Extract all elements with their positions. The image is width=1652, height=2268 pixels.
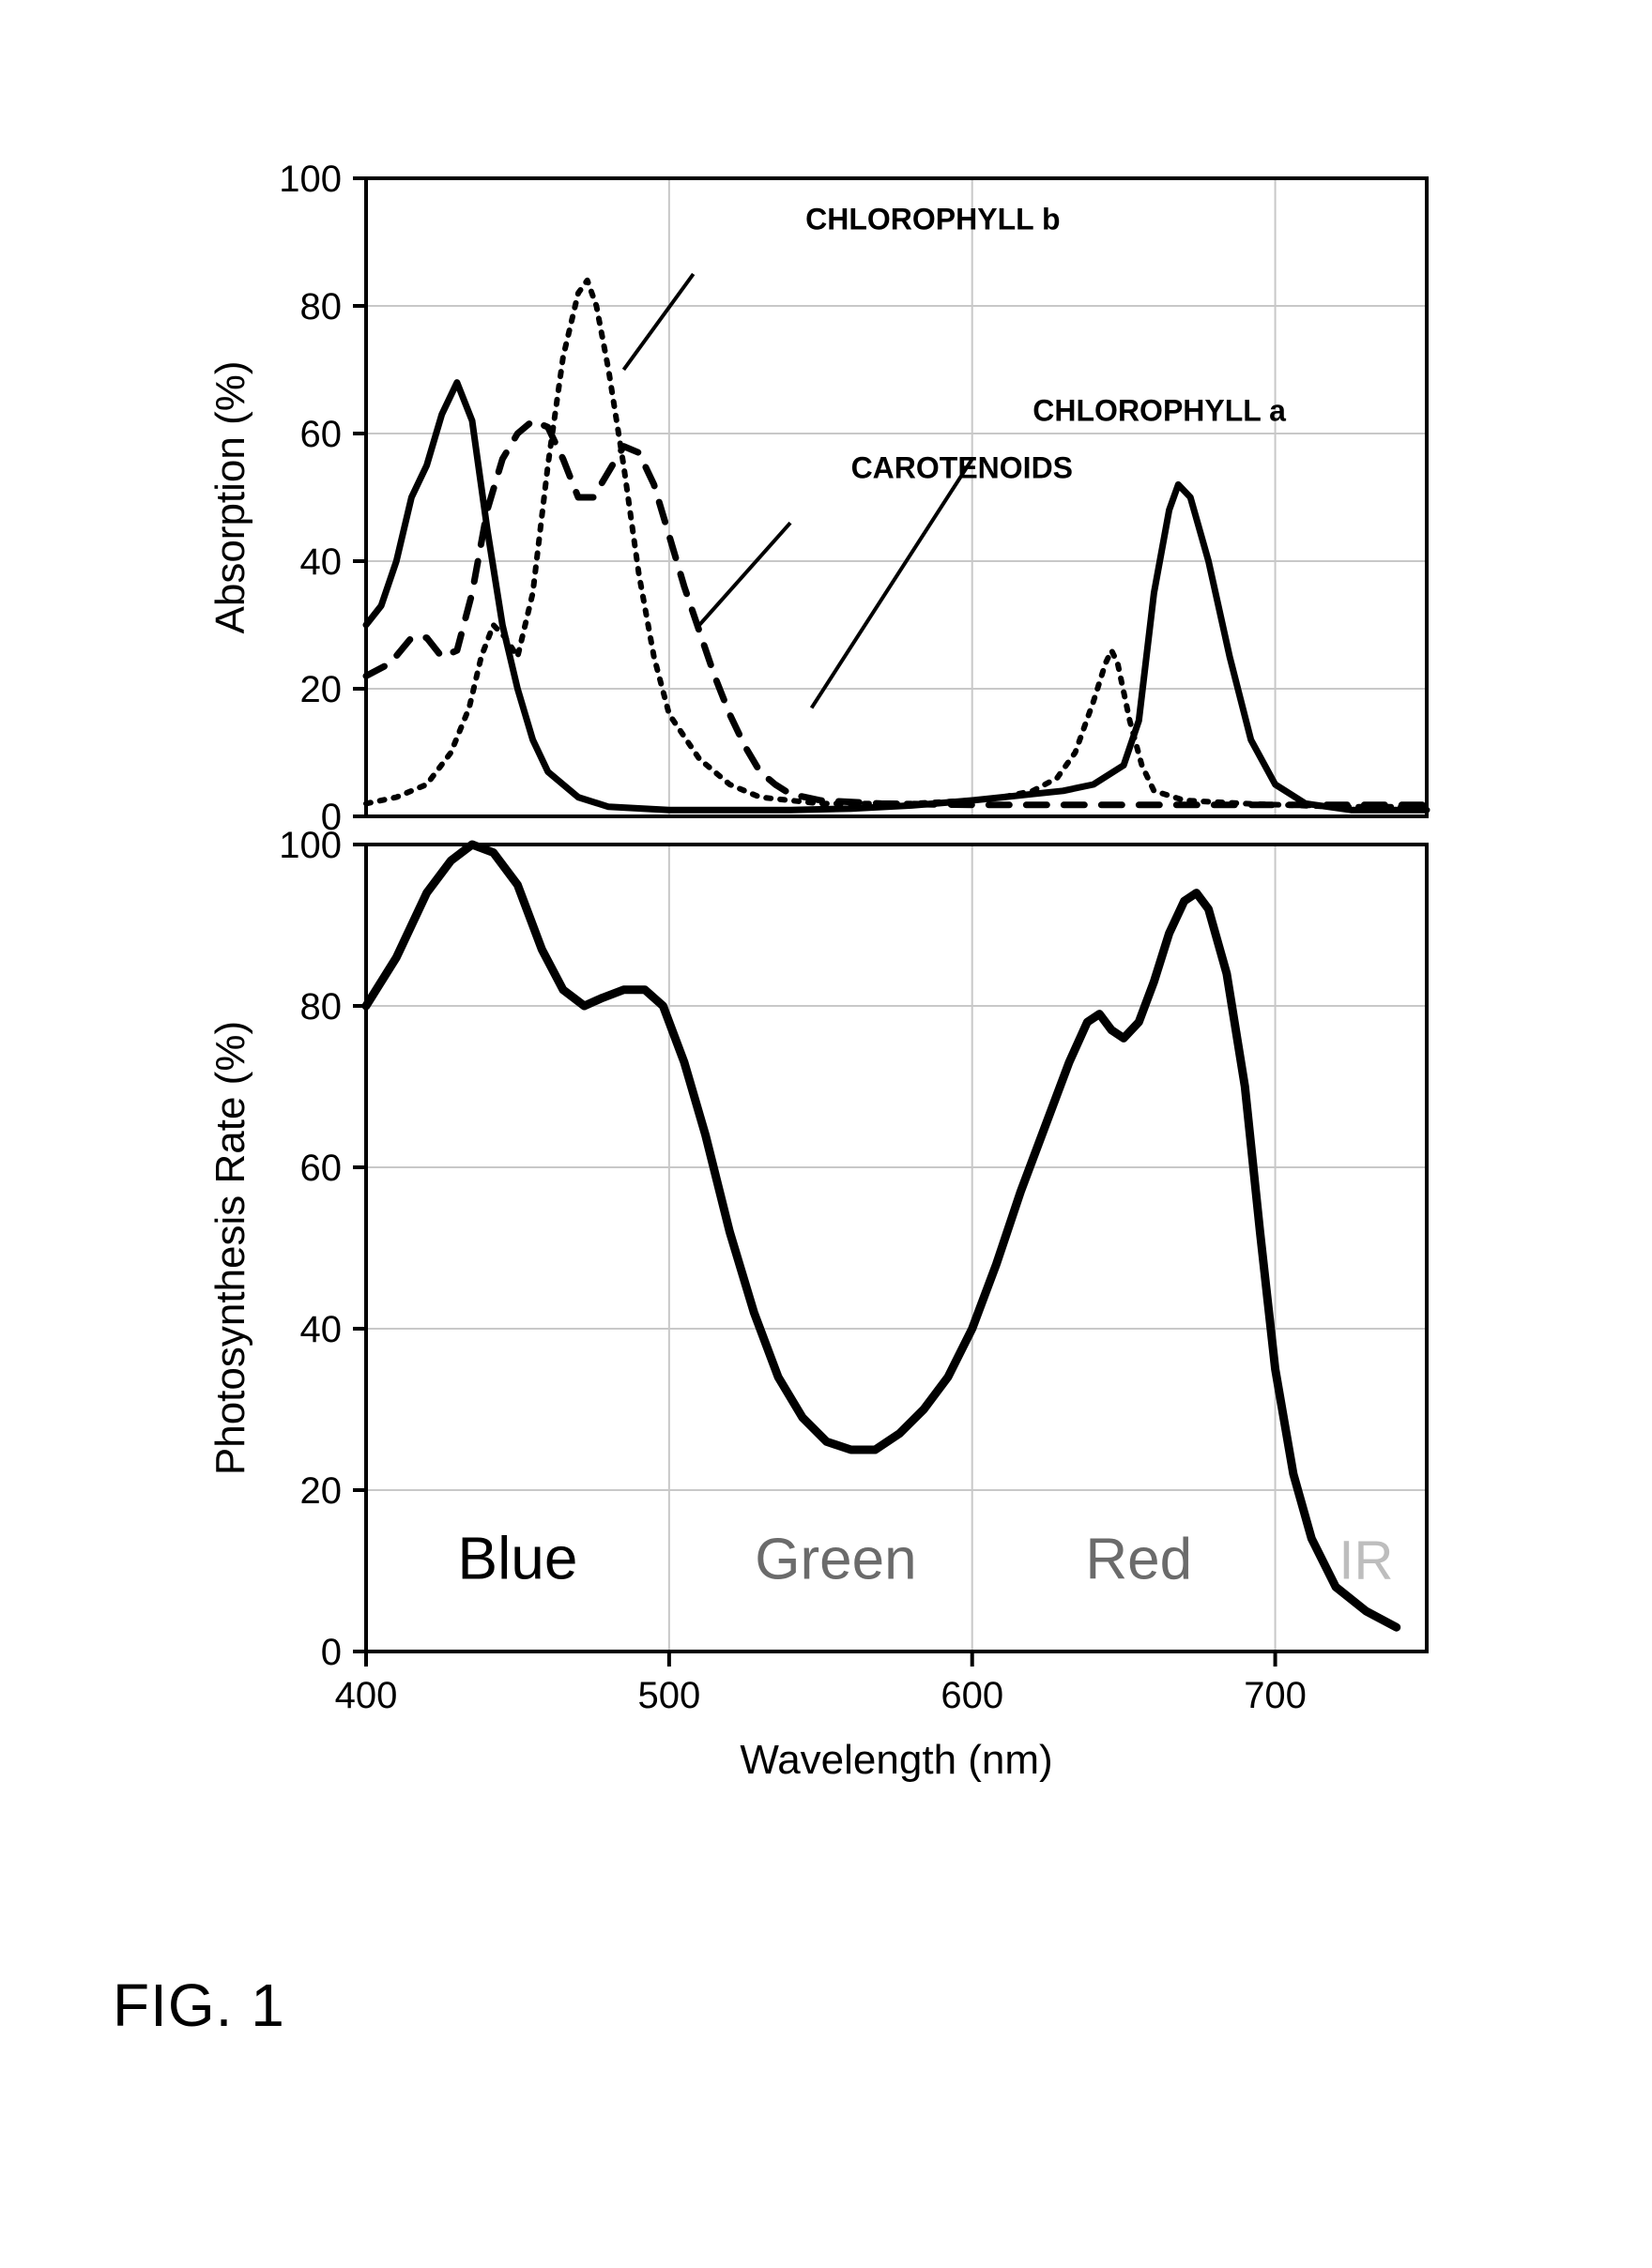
annotation-label: CHLOROPHYLL a: [1032, 393, 1286, 427]
y-axis-label-bottom: Photosynthesis Rate (%): [207, 1021, 253, 1475]
series-chlorophyll-b: [366, 281, 1427, 807]
figure-container: 0 20 40 60 80 100 Absorption (%) CHLOROPHYLL b C…: [169, 94, 1483, 1881]
y-tick-label: 20: [300, 1470, 343, 1512]
y-tick-label: 100: [279, 825, 342, 866]
spectral-band-label: Blue: [457, 1525, 577, 1592]
x-tick-label: 400: [335, 1675, 398, 1716]
y-tick-label: 80: [300, 286, 343, 327]
x-axis-label: Wavelength (nm): [740, 1737, 1052, 1783]
spectral-band-label: Green: [755, 1528, 916, 1592]
y-tick-label: 80: [300, 986, 343, 1027]
y-tick-label: 0: [321, 1632, 342, 1673]
figure-caption: FIG. 1: [113, 1971, 285, 2040]
x-tick-label: 500: [637, 1675, 700, 1716]
annotation-label: CAROTENOIDS: [851, 451, 1073, 485]
spectral-band-label: Red: [1085, 1528, 1192, 1592]
y-tick-label: 40: [300, 1309, 343, 1350]
y-tick-label: 20: [300, 669, 343, 710]
y-tick-label: 60: [300, 414, 343, 455]
y-tick-label: 40: [300, 541, 343, 583]
page: 0 20 40 60 80 100 Absorption (%) CHLOROPHYLL b C…: [0, 0, 1652, 2268]
y-tick-label: 60: [300, 1148, 343, 1189]
series-chlorophyll-a: [366, 383, 1427, 811]
y-axis-label-top: Absorption (%): [207, 360, 253, 633]
x-tick-label: 600: [941, 1675, 1003, 1716]
series-action-spectrum: [366, 845, 1397, 1627]
annotation-label: CHLOROPHYLL b: [805, 202, 1060, 236]
y-tick-label: 100: [279, 159, 342, 200]
absorption-photosynthesis-figure: 0 20 40 60 80 100 Absorption (%) CHLOROPHYLL b C…: [169, 94, 1483, 1877]
spectral-band-label: IR: [1338, 1530, 1393, 1591]
x-tick-label: 700: [1244, 1675, 1307, 1716]
